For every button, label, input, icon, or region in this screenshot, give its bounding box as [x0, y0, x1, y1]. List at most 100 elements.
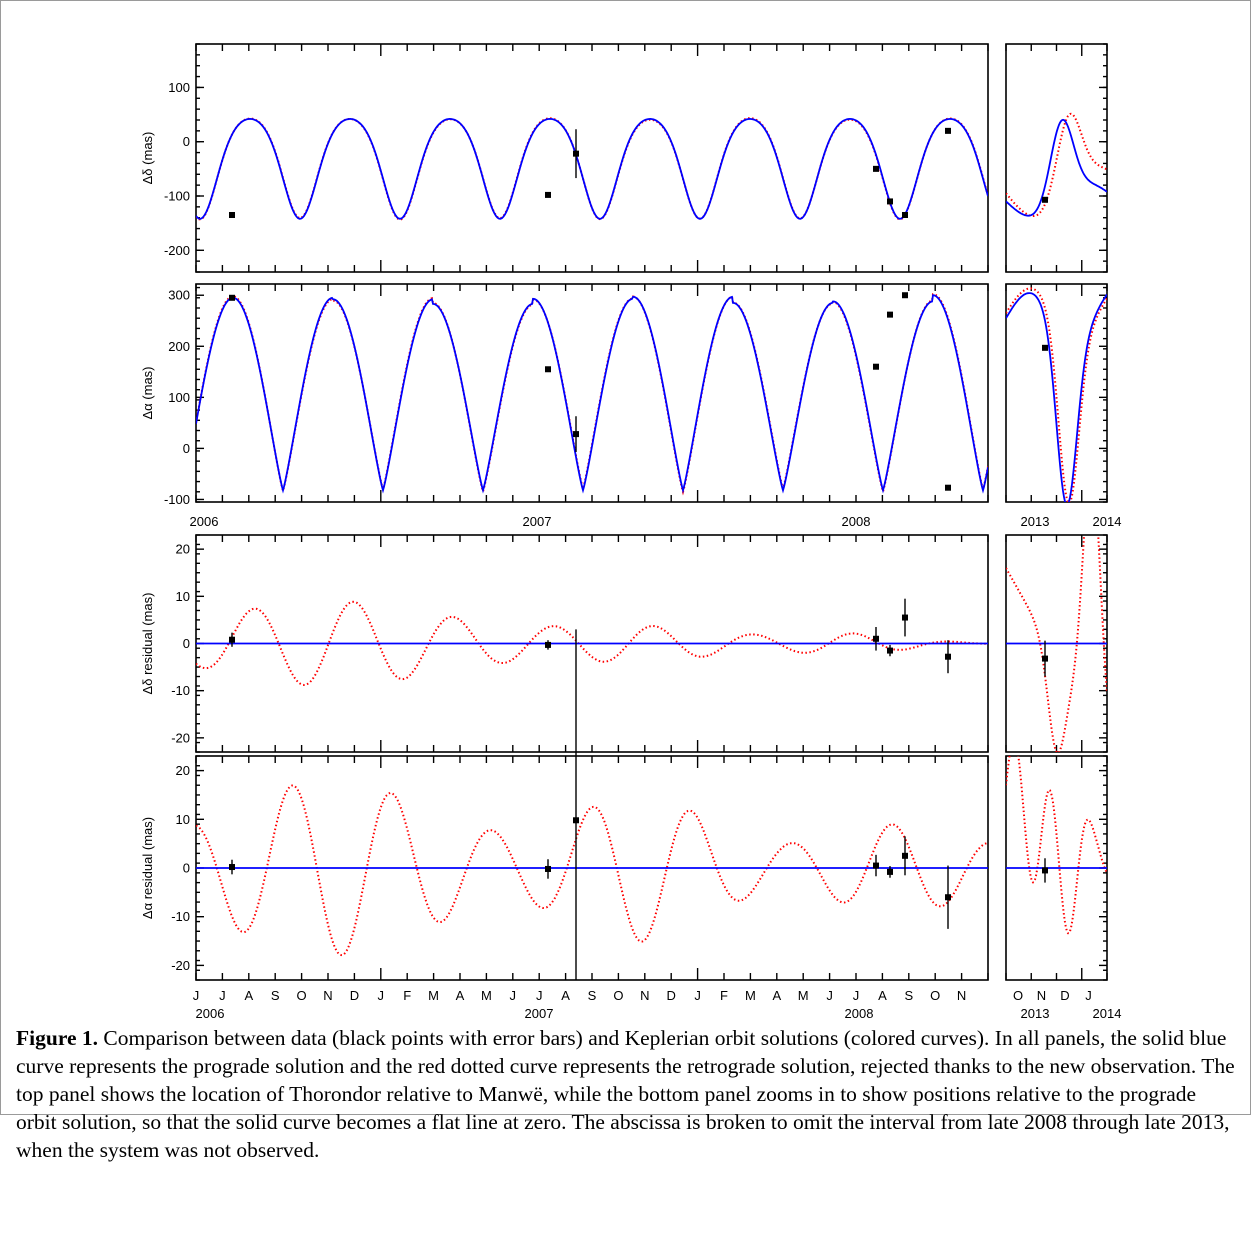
month-label: A [561, 988, 570, 1003]
data-point [873, 363, 879, 370]
data-point [887, 311, 893, 318]
data-point [573, 817, 579, 824]
y-tick-label: 300 [168, 288, 190, 303]
retrograde-residual-curve [196, 784, 988, 957]
figure-frame [0, 0, 1251, 1115]
y-tick-label: 0 [183, 636, 190, 651]
month-label: N [1037, 988, 1046, 1003]
plot-area-right [1006, 535, 1107, 752]
caption-label: Figure 1. [16, 1026, 99, 1050]
month-label: M [745, 988, 756, 1003]
month-label: D [667, 988, 676, 1003]
month-label: S [588, 988, 597, 1003]
panel-ra: -100 0 100 200 300 Δα (mas) [140, 283, 1108, 507]
year-label: 2007 [525, 1006, 554, 1020]
plot-area-left [196, 117, 988, 221]
data-point [945, 894, 951, 901]
month-label: N [323, 988, 332, 1003]
data-point [902, 212, 908, 218]
retrograde-residual-curve [196, 600, 987, 687]
month-label: O [930, 988, 940, 1003]
month-label: J [826, 988, 833, 1003]
data-point [873, 635, 879, 642]
month-label: J [510, 988, 517, 1003]
retrograde-curve [196, 293, 988, 496]
month-label: J [536, 988, 543, 1003]
y-tick-label: -200 [164, 243, 190, 258]
y-axis-label: Δα (mas) [140, 366, 155, 419]
month-label: N [957, 988, 966, 1003]
month-label: A [772, 988, 781, 1003]
month-label: A [456, 988, 465, 1003]
prograde-curve [1006, 118, 1107, 217]
panel-dec_res: -20 -10 0 10 20 Δδ residual (mas) [140, 534, 1108, 753]
month-label: J [694, 988, 701, 1003]
panel-frame-right [1005, 283, 1108, 503]
retrograde-curve [1006, 287, 1107, 502]
plot-area-left [196, 756, 988, 980]
y-tick-label: 20 [176, 542, 190, 557]
data-point [887, 198, 893, 205]
month-label: J [219, 988, 226, 1003]
month-label: D [350, 988, 359, 1003]
data-point [902, 852, 908, 859]
y-tick-label: -20 [171, 958, 190, 973]
month-label: A [244, 988, 253, 1003]
data-point [229, 864, 235, 871]
data-point [945, 484, 951, 491]
data-point [573, 150, 579, 157]
year-label: 2008 [845, 1006, 874, 1020]
plot-area-left [196, 598, 988, 752]
data-point [545, 865, 551, 872]
data-point [545, 641, 551, 648]
month-label: J [1085, 988, 1092, 1003]
data-point [945, 127, 951, 134]
plot-area-right [1006, 112, 1107, 217]
y-tick-label: -10 [171, 909, 190, 924]
month-label: M [481, 988, 492, 1003]
month-label: D [1060, 988, 1069, 1003]
y-tick-label: 0 [183, 441, 190, 456]
plot-area-right [1006, 756, 1107, 935]
month-label: F [720, 988, 728, 1003]
plot-area-left [196, 292, 988, 496]
data-point [545, 366, 551, 373]
month-label: S [904, 988, 913, 1003]
data-point [573, 431, 579, 438]
data-point [887, 647, 893, 654]
month-label: M [428, 988, 439, 1003]
month-label: J [378, 988, 385, 1003]
month-label: S [271, 988, 280, 1003]
y-tick-label: 100 [168, 80, 190, 95]
year-label: 2006 [196, 1006, 225, 1020]
caption-text: Comparison between data (black points wi… [16, 1026, 1235, 1162]
y-tick-label: 200 [168, 339, 190, 354]
y-tick-label: 100 [168, 390, 190, 405]
y-tick-label: 0 [183, 134, 190, 149]
panel-frame-left [195, 43, 989, 273]
data-point [1042, 344, 1048, 351]
y-axis-label: Δα residual (mas) [140, 817, 155, 919]
data-point [945, 653, 951, 660]
year-label: 2006 [190, 514, 219, 529]
y-tick-label: 10 [176, 589, 190, 604]
prograde-curve [196, 117, 988, 220]
year-label: 2014 [1093, 514, 1122, 529]
year-label: 2007 [523, 514, 552, 529]
y-tick-label: -10 [171, 683, 190, 698]
y-tick-label: 10 [176, 812, 190, 827]
year-label: 2014 [1093, 1006, 1122, 1020]
data-point [229, 636, 235, 643]
data-point [902, 614, 908, 621]
prograde-curve [1006, 292, 1107, 502]
y-tick-label: -100 [164, 492, 190, 507]
y-tick-label: 20 [176, 763, 190, 778]
data-point [873, 862, 879, 869]
data-point [1042, 867, 1048, 874]
month-label: N [640, 988, 649, 1003]
retrograde-curve [196, 117, 988, 221]
data-point [1042, 196, 1048, 203]
retrograde-residual-curve [1006, 756, 1107, 935]
month-label: J [193, 988, 200, 1003]
